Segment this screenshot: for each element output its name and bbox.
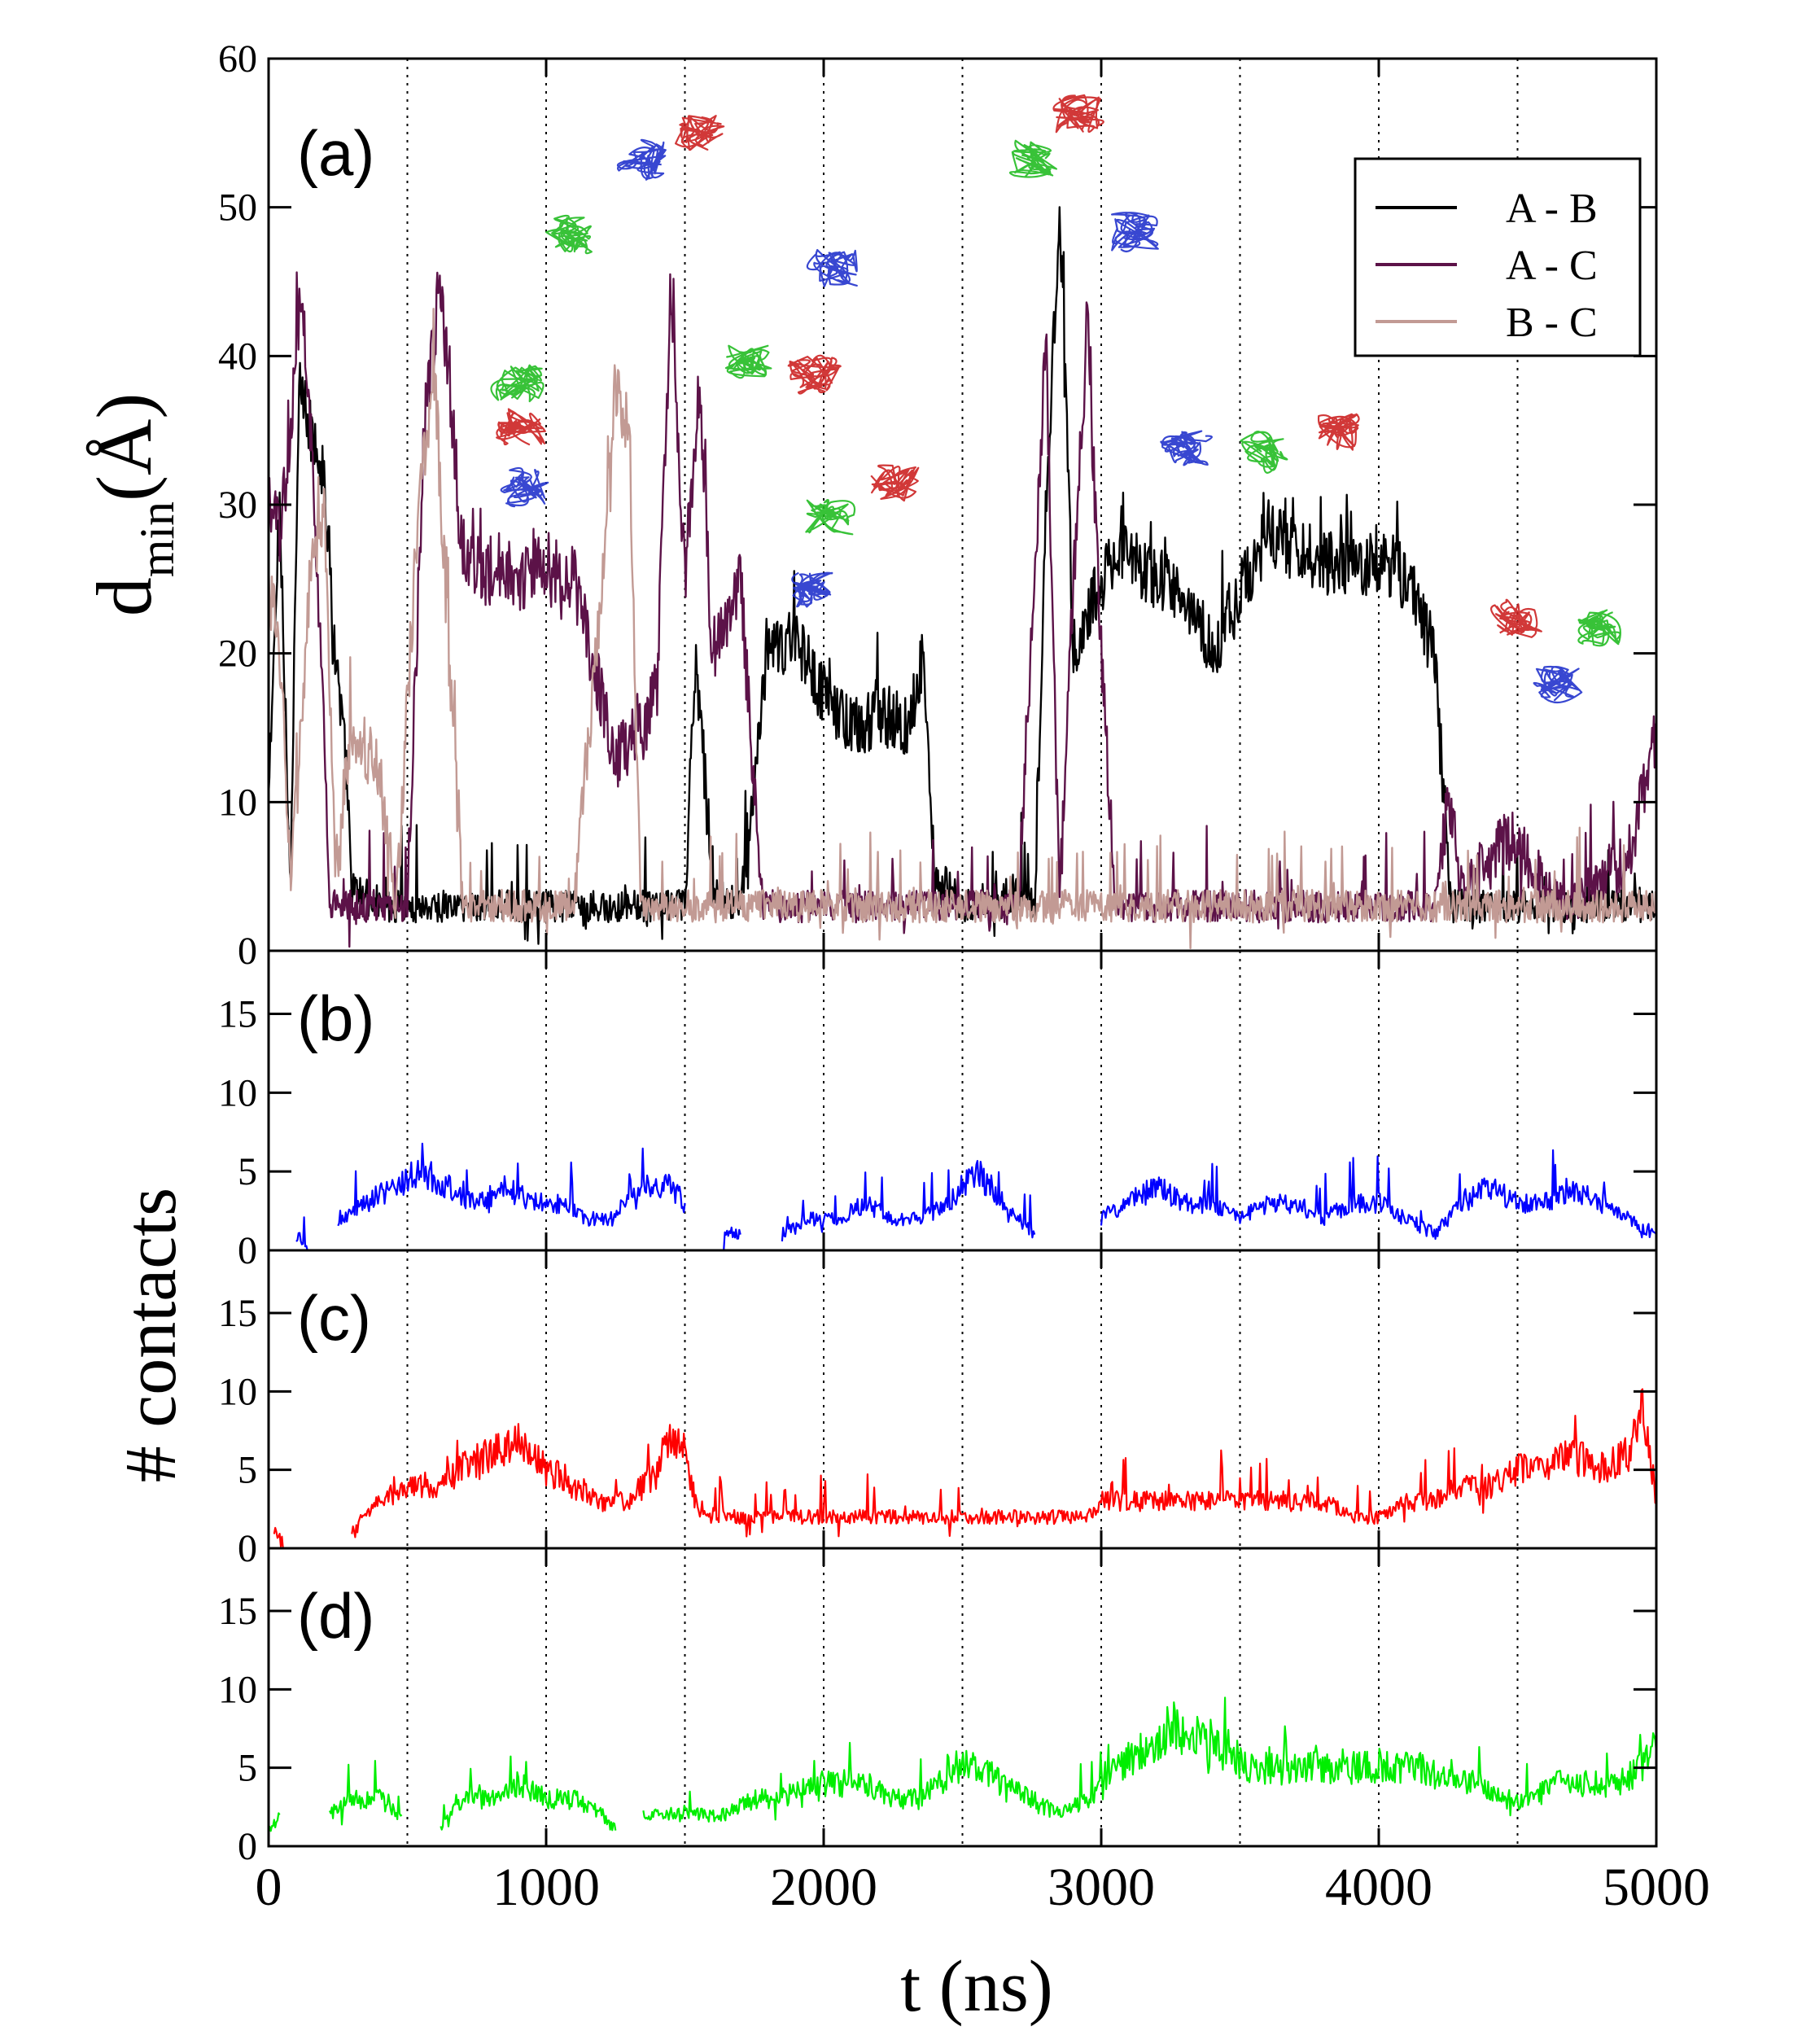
molecule-icon — [787, 354, 842, 395]
molecule-icon — [1240, 431, 1288, 474]
panel-label: (b) — [297, 983, 374, 1054]
molecule-icon — [490, 364, 545, 403]
series-line — [781, 1160, 1036, 1242]
y-tick-label: 50 — [218, 186, 257, 230]
plot-frame — [267, 1547, 1658, 1848]
legend-entry: A - C — [1506, 243, 1598, 289]
y-tick-label: 0 — [238, 1527, 257, 1570]
y-tick-label: 40 — [218, 335, 257, 378]
panel-d: 0 5 10 15 (d) — [218, 1547, 1658, 1868]
legend: A - B A - C B - C — [1354, 157, 1642, 357]
molecule-icon — [724, 344, 772, 379]
molecule-icon — [805, 499, 856, 536]
panel-c: 0 5 10 15 (c) — [218, 1249, 1658, 1570]
ylabel-sub: min — [130, 501, 184, 577]
y-tick-label: 5 — [238, 1449, 257, 1492]
molecule-icon — [791, 571, 833, 608]
molecule-icon — [1111, 212, 1159, 252]
series-line — [440, 1755, 617, 1832]
series-line — [723, 1226, 741, 1251]
y-tick-label: 10 — [218, 1370, 257, 1413]
y-tick-label: 5 — [238, 1747, 257, 1790]
panel-b: 0 5 10 15 (b) — [218, 949, 1658, 1272]
series-line — [328, 1760, 403, 1826]
y-tick-label: 20 — [218, 632, 257, 676]
panel-label: (d) — [297, 1580, 374, 1652]
plots: 0 10 20 30 40 50 60 (a) 0 5 10 15 (b) 0 5 10 15 (c) 0 5 10 15… — [218, 37, 1710, 1917]
series-line — [351, 1388, 1657, 1538]
svg-text:dmin(Å): dmin(Å) — [81, 393, 184, 617]
molecule-icon — [1160, 430, 1214, 466]
y-tick-label: 30 — [218, 484, 257, 527]
molecule-icon — [806, 248, 858, 287]
series-line — [1100, 1149, 1657, 1241]
series-line — [267, 308, 1658, 949]
ylabel-main: d — [81, 577, 168, 616]
y-tick-label: 15 — [218, 1292, 257, 1335]
molecule-icon — [496, 408, 546, 446]
y-tick-label: 10 — [218, 781, 257, 824]
molecule-icon — [1009, 139, 1057, 178]
panel-label: (c) — [297, 1282, 371, 1354]
molecule-icon — [545, 214, 593, 255]
y-axis-title-contacts: # contacts — [111, 1188, 191, 1482]
y-tick-label: 5 — [238, 1150, 257, 1193]
y-axis-title-a: dmin(Å) — [81, 393, 184, 617]
y-tick-label: 10 — [218, 1668, 257, 1711]
x-tick-label: 5000 — [1603, 1858, 1710, 1917]
molecule-icon — [870, 464, 920, 502]
ylabel-unit: (Å) — [81, 393, 168, 501]
x-tick-label: 3000 — [1048, 1858, 1155, 1917]
molecule-icon — [1052, 94, 1104, 133]
series-line — [337, 1142, 686, 1227]
molecule-icon — [1490, 598, 1542, 638]
x-tick-label: 2000 — [770, 1858, 877, 1917]
panel-label: (a) — [297, 117, 374, 189]
x-axis-title: t (ns) — [900, 1946, 1052, 2027]
y-tick-label: 15 — [218, 992, 257, 1035]
molecule-icon — [500, 466, 549, 508]
series-line — [642, 1696, 1658, 1823]
x-tick-label: 4000 — [1325, 1858, 1432, 1917]
legend-entry: B - C — [1506, 300, 1598, 346]
y-tick-label: 0 — [238, 1825, 257, 1868]
y-tick-label: 15 — [218, 1590, 257, 1633]
molecule-images — [490, 94, 1621, 703]
series-line — [295, 1216, 308, 1251]
y-tick-label: 10 — [218, 1071, 257, 1114]
y-tick-label: 0 — [238, 930, 257, 973]
x-tick-label: 0 — [256, 1858, 282, 1917]
molecule-icon — [1318, 413, 1360, 451]
x-tick-label: 1000 — [492, 1858, 600, 1917]
molecule-icon — [675, 115, 725, 151]
legend-entry: A - B — [1506, 186, 1598, 232]
molecule-icon — [1577, 609, 1621, 647]
molecule-icon — [1533, 665, 1583, 703]
y-tick-label: 0 — [238, 1229, 257, 1272]
y-tick-label: 60 — [218, 37, 257, 81]
molecule-icon — [617, 138, 667, 181]
series-line — [268, 1812, 281, 1832]
